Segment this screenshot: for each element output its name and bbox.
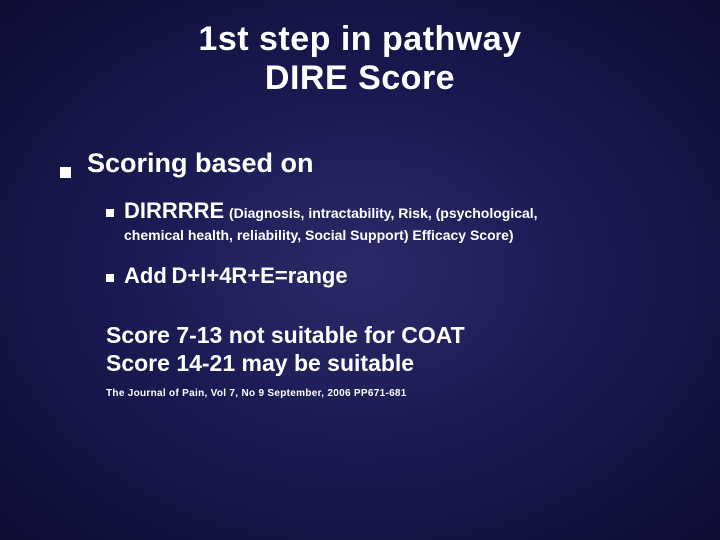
heading-row: Scoring based on: [60, 148, 660, 179]
subitem-formula: Add D+I+4R+E=range: [106, 262, 660, 291]
subitem-dirrrre: DIRRRRE (Diagnosis, intractability, Risk…: [106, 197, 660, 244]
heading-text: Scoring based on: [87, 148, 314, 179]
add-label: Add: [124, 263, 167, 288]
expansion-part2: chemical health, reliability, Social Sup…: [124, 226, 660, 244]
slide: 1st step in pathway DIRE Score Scoring b…: [0, 0, 720, 540]
formula-text: D+I+4R+E=range: [172, 263, 348, 288]
citation: The Journal of Pain, Vol 7, No 9 Septemb…: [106, 388, 660, 399]
score-block: Score 7-13 not suitable for COAT Score 1…: [106, 321, 660, 379]
title-line1: 1st step in pathway: [198, 20, 521, 58]
bullet-icon: [106, 274, 114, 282]
expansion-part1: (Diagnosis, intractability, Risk, (psych…: [229, 205, 538, 221]
title-line2: DIRE Score: [265, 59, 455, 97]
acronym-text: DIRRRRE: [124, 198, 224, 223]
score-line1: Score 7-13 not suitable for COAT: [106, 321, 660, 350]
slide-title: 1st step in pathway DIRE Score: [60, 20, 660, 98]
bullet-icon: [106, 209, 114, 217]
bullet-icon: [60, 167, 71, 178]
score-line2: Score 14-21 may be suitable: [106, 349, 660, 378]
